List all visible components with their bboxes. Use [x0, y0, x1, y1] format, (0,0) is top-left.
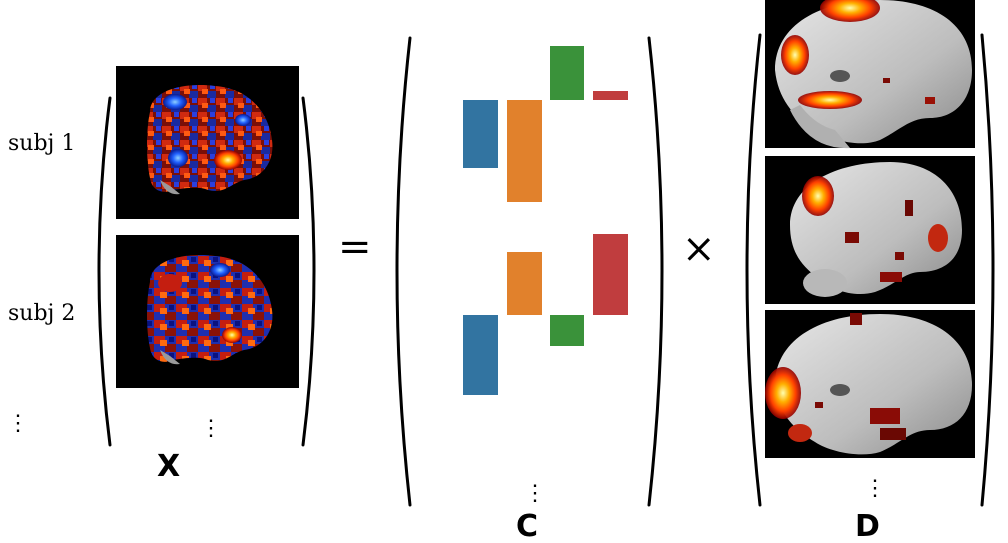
d-ellipsis: ⋮ [864, 476, 886, 501]
x-ellipsis: ⋮ [200, 416, 222, 441]
row-ellipsis: ⋮ [7, 411, 29, 436]
x-slice-subj-2 [116, 235, 299, 388]
d-right-paren [980, 33, 995, 507]
c-bar-subj1-orange [507, 100, 542, 202]
x-left-paren [97, 96, 112, 447]
c-bar-subj1-blue [463, 100, 498, 168]
matrix-label-d: D [855, 509, 880, 543]
c-ellipsis: ⋮ [524, 481, 546, 506]
times-sign: × [682, 226, 716, 272]
d-slice-component-1 [765, 0, 975, 149]
equals-sign: = [338, 224, 372, 270]
c-left-paren [395, 36, 412, 507]
matrix-label-c: C [516, 509, 538, 543]
x-slice-subj-1 [116, 66, 299, 219]
matrix-label-x: X [157, 449, 180, 484]
x-right-paren [301, 96, 316, 447]
d-slice-component-3 [765, 310, 975, 458]
c-bar-subj2-green [550, 315, 584, 346]
d-slice-component-2 [765, 156, 975, 304]
c-bar-subj2-orange [507, 252, 542, 315]
c-right-paren [647, 36, 664, 507]
c-bar-subj1-green [550, 46, 584, 100]
row-label-subj-1: subj 1 [8, 131, 75, 156]
d-left-paren [745, 33, 762, 507]
c-bar-subj2-blue [463, 315, 498, 395]
c-bar-subj1-red [593, 91, 628, 100]
c-bar-subj2-red [593, 234, 628, 315]
row-label-subj-2: subj 2 [8, 301, 75, 326]
